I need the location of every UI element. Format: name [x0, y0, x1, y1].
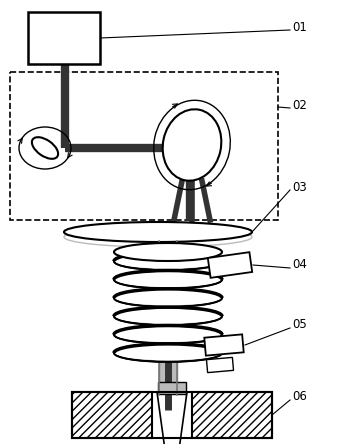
Polygon shape — [157, 392, 187, 444]
Ellipse shape — [115, 309, 221, 324]
Ellipse shape — [114, 243, 222, 261]
Text: 05: 05 — [292, 318, 307, 332]
Polygon shape — [206, 357, 233, 373]
Polygon shape — [204, 334, 244, 356]
Ellipse shape — [115, 345, 221, 361]
Ellipse shape — [163, 109, 221, 181]
Bar — [158, 382, 186, 394]
Ellipse shape — [114, 307, 222, 325]
Bar — [159, 241, 177, 396]
Text: 02: 02 — [292, 99, 307, 111]
Ellipse shape — [114, 289, 222, 307]
Ellipse shape — [64, 222, 252, 242]
Bar — [72, 392, 272, 438]
Ellipse shape — [114, 252, 222, 270]
Text: 04: 04 — [292, 258, 307, 271]
Text: 03: 03 — [292, 181, 307, 194]
Bar — [28, 12, 100, 64]
Ellipse shape — [115, 254, 221, 269]
Bar — [192, 392, 272, 438]
Text: 06: 06 — [292, 391, 307, 404]
Ellipse shape — [115, 327, 221, 342]
Polygon shape — [208, 252, 252, 278]
Bar — [72, 392, 152, 438]
Ellipse shape — [115, 272, 221, 287]
Ellipse shape — [114, 325, 222, 344]
Ellipse shape — [114, 270, 222, 289]
Ellipse shape — [32, 137, 58, 159]
Text: 01: 01 — [292, 20, 307, 33]
Bar — [10, 72, 278, 220]
Ellipse shape — [114, 344, 222, 362]
Ellipse shape — [115, 290, 221, 305]
